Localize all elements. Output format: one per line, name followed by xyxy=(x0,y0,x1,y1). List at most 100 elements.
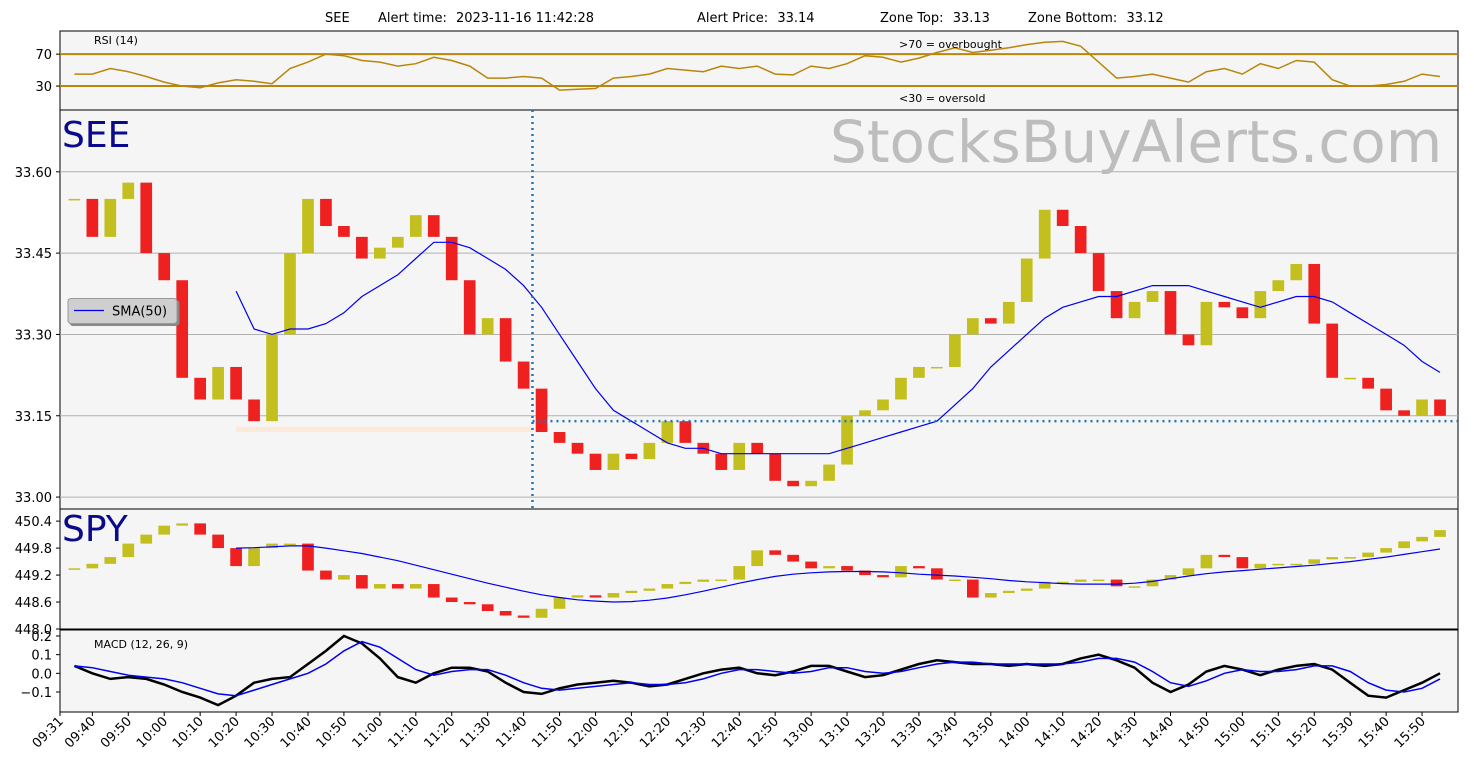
x-tick-label: 09:31 xyxy=(30,714,67,751)
candle xyxy=(122,182,135,199)
candle xyxy=(643,442,656,460)
x-tick-label: 14:20 xyxy=(1068,714,1105,751)
candle xyxy=(194,523,206,535)
candle xyxy=(1002,301,1015,324)
candle xyxy=(86,198,99,237)
candle xyxy=(859,570,871,576)
candle xyxy=(122,543,135,558)
candle xyxy=(1200,301,1213,346)
x-tick-label: 11:40 xyxy=(493,714,530,751)
candle xyxy=(1254,563,1267,569)
x-tick-label: 13:30 xyxy=(889,714,926,751)
candle xyxy=(1290,263,1303,281)
candle xyxy=(1038,209,1051,259)
candle xyxy=(1344,377,1357,380)
candle xyxy=(463,280,476,335)
title-value: 33.12 xyxy=(1126,11,1163,26)
x-tick-label: 11:20 xyxy=(421,714,458,751)
candle xyxy=(68,198,81,201)
symbol-label: SEE xyxy=(62,115,130,156)
y-tick-label: 0.1 xyxy=(31,649,52,664)
candle xyxy=(1416,536,1428,542)
candle xyxy=(1182,568,1195,576)
symbol-label: SPY xyxy=(62,509,129,550)
candle xyxy=(284,253,296,335)
x-tick-label: 14:30 xyxy=(1104,714,1141,751)
candle xyxy=(949,334,961,367)
candle xyxy=(787,480,799,487)
candle xyxy=(320,570,332,580)
alert-zone xyxy=(236,426,533,433)
candle xyxy=(589,453,602,470)
x-tick-label: 15:40 xyxy=(1356,714,1393,751)
candle xyxy=(1434,530,1446,537)
candle xyxy=(463,602,476,605)
candle xyxy=(1236,557,1249,569)
candle xyxy=(517,615,530,618)
y-tick-label: 33.60 xyxy=(15,166,52,181)
candle xyxy=(751,550,764,567)
x-tick-label: 15:20 xyxy=(1284,714,1321,751)
candle xyxy=(805,561,817,569)
y-tick-label: 33.30 xyxy=(15,328,52,343)
candle xyxy=(1020,258,1033,302)
candle xyxy=(1272,280,1285,292)
x-tick-label: 11:30 xyxy=(457,714,494,751)
title-label: Zone Top: xyxy=(880,11,944,26)
candle xyxy=(1398,541,1410,549)
candle xyxy=(913,566,925,569)
y-tick-label: 449.8 xyxy=(15,542,52,557)
line-signal xyxy=(74,640,1441,697)
candle xyxy=(805,480,817,487)
candle xyxy=(553,597,566,609)
candle xyxy=(374,584,386,589)
candle xyxy=(1074,579,1087,582)
candle xyxy=(661,421,674,443)
line-macd xyxy=(73,634,1441,707)
candle xyxy=(625,590,638,594)
candle xyxy=(302,198,314,254)
x-tick-label: 15:10 xyxy=(1248,714,1285,751)
candle xyxy=(679,421,692,443)
candle xyxy=(895,566,907,578)
candle xyxy=(535,608,548,618)
candle xyxy=(966,579,979,598)
x-tick-label: 14:50 xyxy=(1176,714,1213,751)
candle xyxy=(158,253,171,281)
title-value: 33.13 xyxy=(953,11,990,26)
candle xyxy=(499,318,512,362)
candle xyxy=(1398,410,1410,416)
candle xyxy=(931,568,943,580)
candle xyxy=(1128,586,1141,588)
candle xyxy=(1272,563,1285,566)
candle xyxy=(499,611,512,616)
candle xyxy=(391,584,404,589)
y-tick-label: 448.0 xyxy=(15,623,52,638)
candle xyxy=(1362,377,1374,389)
candle xyxy=(104,557,117,564)
candle xyxy=(571,442,584,454)
candle xyxy=(877,575,889,578)
x-tick-label: 12:20 xyxy=(637,714,674,751)
candle xyxy=(1002,590,1015,594)
candle xyxy=(374,247,386,259)
y-tick-label: 448.6 xyxy=(15,596,52,611)
x-tick-label: 15:30 xyxy=(1320,714,1357,751)
candle xyxy=(733,442,746,470)
x-tick-label: 09:50 xyxy=(98,714,135,751)
candle xyxy=(1308,559,1321,564)
candle xyxy=(356,575,368,589)
watermark: StocksBuyAlerts.com xyxy=(830,108,1442,176)
title-symbol: SEE xyxy=(325,11,350,26)
candle xyxy=(571,595,584,598)
candle xyxy=(158,525,171,535)
sma-line xyxy=(235,241,1441,455)
x-tick-label: 13:50 xyxy=(961,714,998,751)
chart-title: SEE Alert time: 2023-11-16 11:42:28 Aler… xyxy=(325,11,1164,26)
candle xyxy=(1056,209,1069,227)
y-tick-label: 450.4 xyxy=(15,515,52,530)
candle xyxy=(266,543,278,549)
legend-label: SMA(50) xyxy=(112,305,167,320)
x-tick-label: 11:10 xyxy=(386,714,423,751)
